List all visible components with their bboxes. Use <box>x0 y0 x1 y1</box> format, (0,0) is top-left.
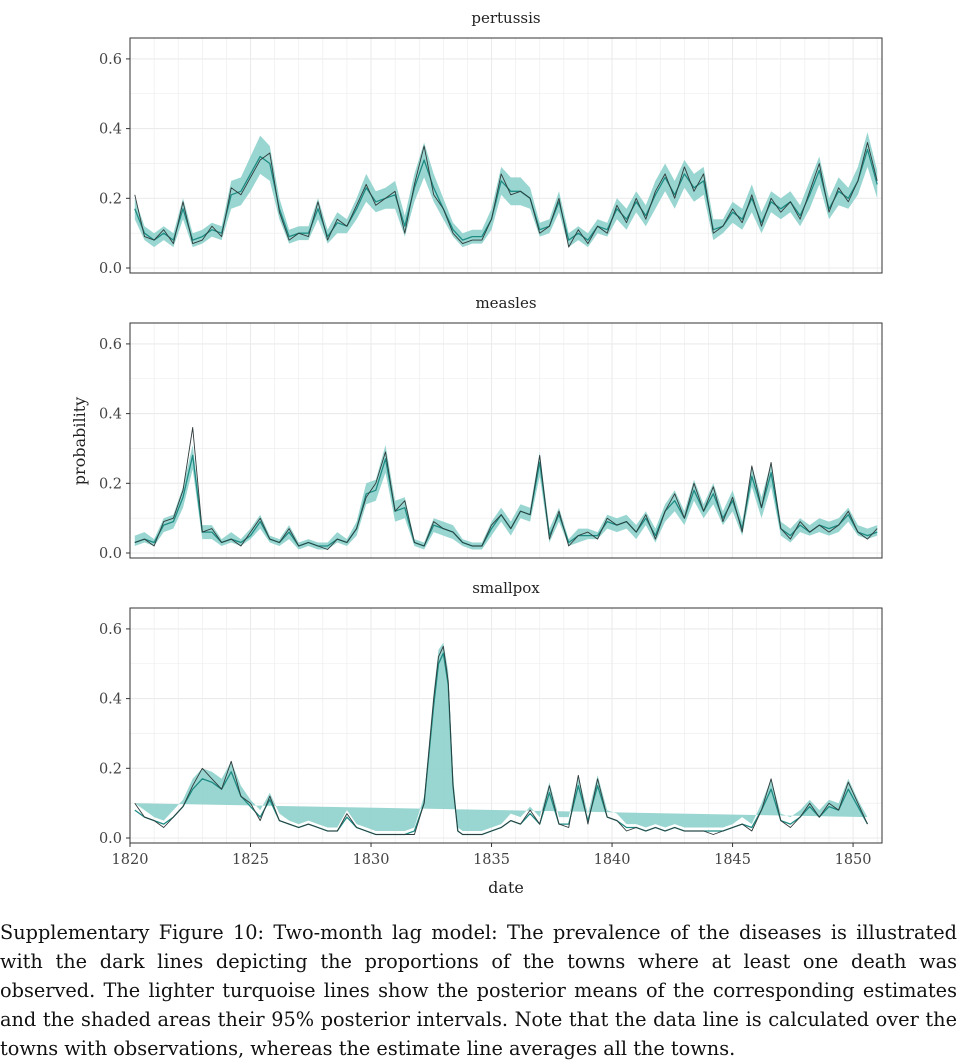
x-tick-label: 1845 <box>714 852 751 868</box>
panel-border <box>129 607 883 844</box>
y-tick-label: 0.6 <box>99 52 122 68</box>
interval-band-measles <box>134 445 878 550</box>
y-tick-label: 0.2 <box>99 476 122 492</box>
y-tick-label: 0.0 <box>99 831 122 847</box>
y-tick-label: 0.4 <box>99 122 122 138</box>
panel-title: smallpox <box>472 579 540 597</box>
x-tick-label: 1840 <box>594 852 631 868</box>
panel-measles: 0.0 0.2 0.4 0.6 measles <box>99 294 883 562</box>
panel-border <box>129 322 883 559</box>
y-tick-label: 0.0 <box>99 546 122 562</box>
y-tick-label: 0.6 <box>99 622 122 638</box>
x-tick-label: 1820 <box>112 852 149 868</box>
x-tick-label: 1825 <box>232 852 269 868</box>
panel-smallpox: 0.0 0.2 0.4 0.6 smallpox <box>99 579 883 847</box>
panel-title: pertussis <box>471 9 540 27</box>
panels: 0.0 0.2 0.4 0.6 pertussis 0.0 0.2 0.4 0.6 measles… <box>99 9 883 847</box>
x-axis-label: date <box>488 878 524 897</box>
panel-background <box>130 38 882 273</box>
y-tick-label: 0.2 <box>99 191 122 207</box>
interval-band-pertussis <box>134 132 878 248</box>
y-axis-label: probability <box>70 397 89 485</box>
data-line-pertussis <box>134 142 878 248</box>
x-axis: 1820 1825 1830 1835 1840 1845 1850 <box>112 843 872 868</box>
y-tick-label: 0.4 <box>99 692 122 708</box>
y-tick-label: 0.0 <box>99 261 122 277</box>
y-tick-label: 0.6 <box>99 337 122 353</box>
figure: 0.0 0.2 0.4 0.6 pertussis 0.0 0.2 0.4 0.6 measles… <box>70 9 883 897</box>
x-tick-label: 1850 <box>835 852 872 868</box>
x-tick-label: 1830 <box>353 852 390 868</box>
panel-pertussis: 0.0 0.2 0.4 0.6 pertussis <box>99 9 883 277</box>
data-line-smallpox <box>134 645 868 835</box>
figure-caption: Supplementary Figure 10: Two-month lag m… <box>0 921 957 1060</box>
x-tick-label: 1835 <box>473 852 510 868</box>
y-tick-label: 0.2 <box>99 761 122 777</box>
panel-title: measles <box>475 294 536 312</box>
panel-border <box>129 37 883 274</box>
data-line-measles <box>134 427 878 550</box>
y-tick-label: 0.4 <box>99 407 122 423</box>
estimate-line-pertussis <box>134 148 878 241</box>
